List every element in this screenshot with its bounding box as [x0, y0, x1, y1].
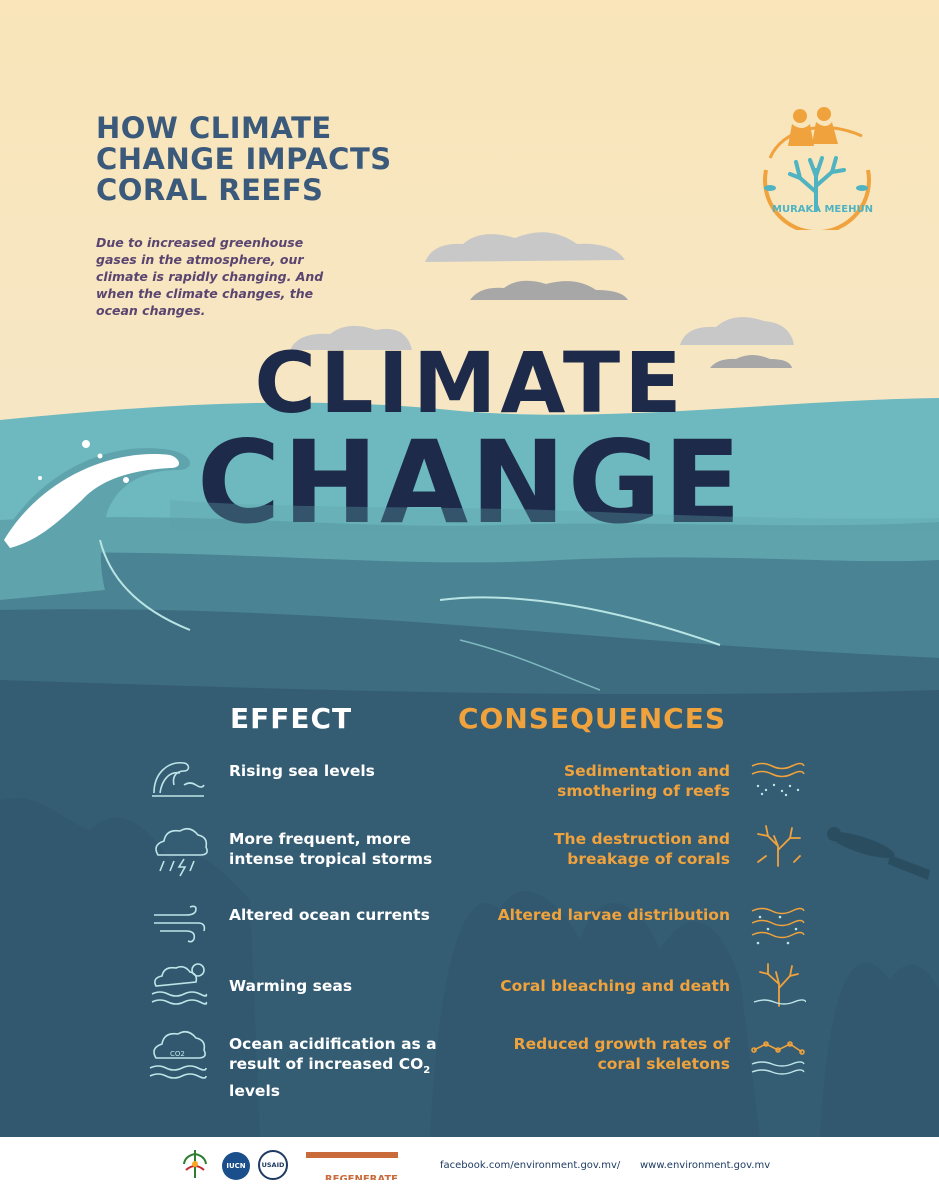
- sediment-icon: [751, 762, 805, 797]
- consequence-bleaching: Coral bleaching and death: [500, 977, 730, 995]
- sun-cloud-icon: [151, 963, 208, 1005]
- muraka-meehun-logo: MURAKA MEEHUN: [763, 107, 873, 230]
- broken-coral-icon: [757, 825, 801, 867]
- effect-rising-sea-levels: Rising sea levels: [229, 762, 375, 780]
- reef-silhouette: [0, 797, 939, 1137]
- iucn-logo: IUCN: [222, 1152, 250, 1180]
- effect-acidification-tail: levels: [229, 1082, 280, 1101]
- larvae-icon: [751, 907, 805, 945]
- effect-warming-seas: Warming seas: [229, 977, 353, 995]
- intro-text: Due to increased greenhouse gases in the…: [96, 235, 324, 318]
- co2-cloud-icon: CO2: [149, 1030, 207, 1079]
- consequence-sedimentation: Sedimentation and smothering of reefs: [557, 762, 730, 800]
- consequences-heading: CONSEQUENCES: [458, 702, 727, 735]
- diver-icon: [827, 827, 930, 880]
- ocean-scene: CLIMATE CHANGE: [0, 232, 939, 1137]
- regenerate-logo: REGENERATE: [306, 1152, 398, 1180]
- growth-icon: [751, 1041, 805, 1075]
- effect-tropical-storms: More frequent, more intense tropical sto…: [229, 830, 433, 868]
- website-link[interactable]: www.environment.gov.mv: [640, 1160, 771, 1171]
- bleached-coral-icon: [753, 963, 806, 1007]
- page-title: HOW CLIMATE CHANGE IMPACTS CORAL REEFS: [96, 111, 392, 207]
- footer: [0, 1137, 939, 1200]
- svg-text:CO2: CO2: [170, 1050, 185, 1058]
- hero-change: CHANGE: [197, 416, 743, 549]
- effect-acidification-text: Ocean acidification as a result of incre…: [229, 1035, 437, 1073]
- hero-climate: CLIMATE: [254, 334, 685, 432]
- current-icon: [154, 905, 206, 943]
- maldives-emblem-icon: [183, 1150, 207, 1178]
- consequence-coral-destruction: The destruction and breakage of corals: [553, 830, 730, 868]
- sky-background: [0, 0, 939, 420]
- effect-ocean-acidification: Ocean acidification as a result of incre…: [229, 1034, 459, 1101]
- cloud-1-icon: [425, 232, 628, 300]
- wave-crest-icon: [0, 440, 191, 631]
- usaid-logo: USAID: [258, 1150, 288, 1180]
- consequence-reduced-growth: Reduced growth rates of coral skeletons: [513, 1035, 730, 1073]
- storm-cloud-icon: [155, 827, 208, 877]
- consequence-larvae: Altered larvae distribution: [497, 906, 730, 924]
- wave-icon: [152, 762, 205, 797]
- logo-text: MURAKA MEEHUN: [772, 204, 873, 215]
- cloud-3-icon: [680, 317, 794, 368]
- co2-subscript: 2: [423, 1065, 431, 1077]
- facebook-link[interactable]: facebook.com/environment.gov.mv/: [440, 1160, 621, 1171]
- cloud-2-icon: [290, 325, 412, 350]
- effect-ocean-currents: Altered ocean currents: [229, 906, 430, 924]
- effect-heading: EFFECT: [230, 702, 353, 735]
